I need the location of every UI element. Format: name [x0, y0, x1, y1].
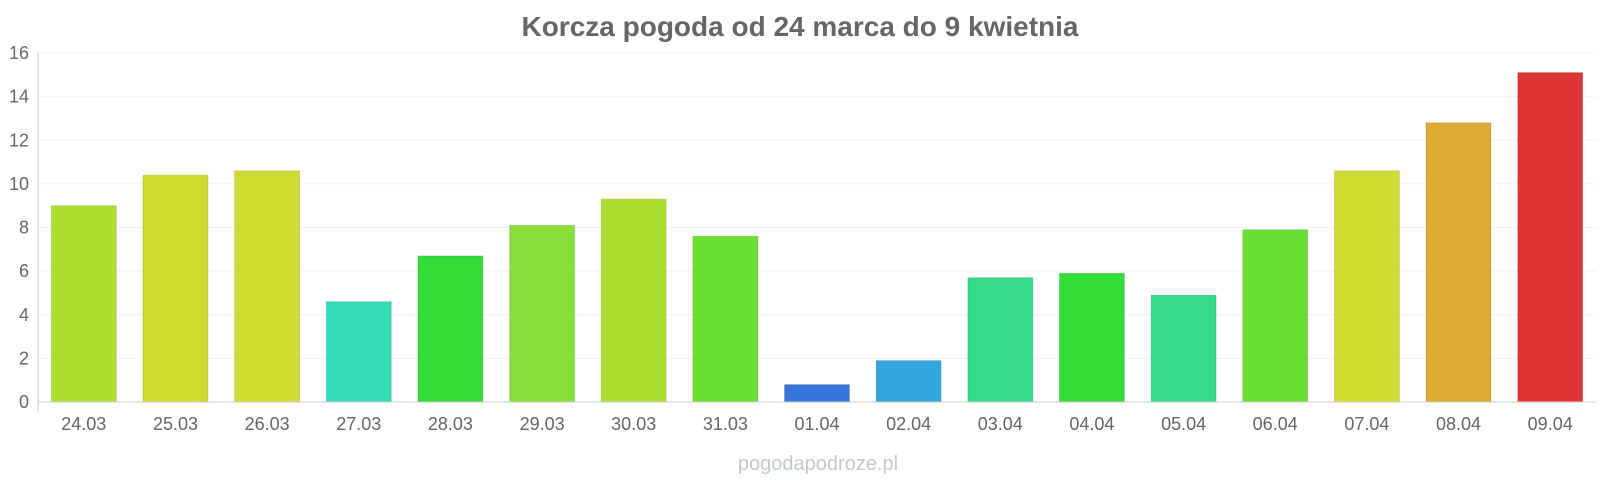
x-tick-label: 29.03: [520, 414, 565, 434]
x-tick-label: 01.04: [794, 414, 839, 434]
bar-29.03: [509, 224, 576, 403]
bar-24.03: [50, 205, 117, 403]
x-tick-label: 28.03: [428, 414, 473, 434]
x-tick-label: 09.04: [1528, 414, 1573, 434]
bar-06.04: [1242, 229, 1309, 403]
x-tick-label: 30.03: [611, 414, 656, 434]
bar-01.04: [784, 384, 850, 403]
bar-05.04: [1150, 294, 1217, 403]
y-tick-label: 2: [19, 348, 29, 368]
y-tick-label: 14: [9, 87, 29, 107]
x-tick-label: 25.03: [153, 414, 198, 434]
bar-25.03: [142, 174, 209, 403]
bar-08.04: [1425, 122, 1492, 403]
x-tick-label: 03.04: [978, 414, 1023, 434]
x-tick-label: 26.03: [245, 414, 290, 434]
bar-02.04: [875, 360, 942, 403]
y-tick-label: 8: [19, 218, 29, 238]
x-tick-label: 08.04: [1436, 414, 1481, 434]
bar-07.04: [1333, 170, 1400, 403]
watermark: pogodapodroze.pl: [738, 453, 898, 475]
x-tick-label: 02.04: [886, 414, 931, 434]
bar-09.04: [1517, 72, 1584, 403]
bar-31.03: [692, 235, 759, 403]
bar-28.03: [417, 255, 484, 403]
y-tick-label: 4: [19, 305, 29, 325]
y-tick-label: 6: [19, 261, 29, 281]
x-tick-label: 27.03: [336, 414, 381, 434]
bar-26.03: [234, 170, 301, 403]
x-tick-label: 31.03: [703, 414, 748, 434]
x-axis-ticks: 24.03 25.03 26.03 27.03 28.03 29.03 30.03 31.03…: [61, 414, 1572, 434]
y-tick-label: 12: [9, 130, 29, 150]
y-tick-label: 0: [19, 392, 29, 412]
bar-04.04: [1058, 272, 1125, 403]
y-tick-label: 16: [9, 43, 29, 63]
x-tick-label: 04.04: [1069, 414, 1114, 434]
y-tick-label: 10: [9, 174, 29, 194]
bar-30.03: [600, 198, 667, 403]
x-tick-label: 05.04: [1161, 414, 1206, 434]
bars: [50, 72, 1584, 403]
bar-03.04: [967, 277, 1034, 403]
x-tick-label: 07.04: [1344, 414, 1389, 434]
y-axis-ticks: 0 2 4 6 8 10 12 14 16: [9, 43, 29, 412]
x-tick-label: 06.04: [1253, 414, 1298, 434]
bar-27.03: [325, 301, 392, 403]
x-tick-label: 24.03: [61, 414, 106, 434]
chart-title: Korcza pogoda od 24 marca do 9 kwietnia: [521, 11, 1078, 42]
